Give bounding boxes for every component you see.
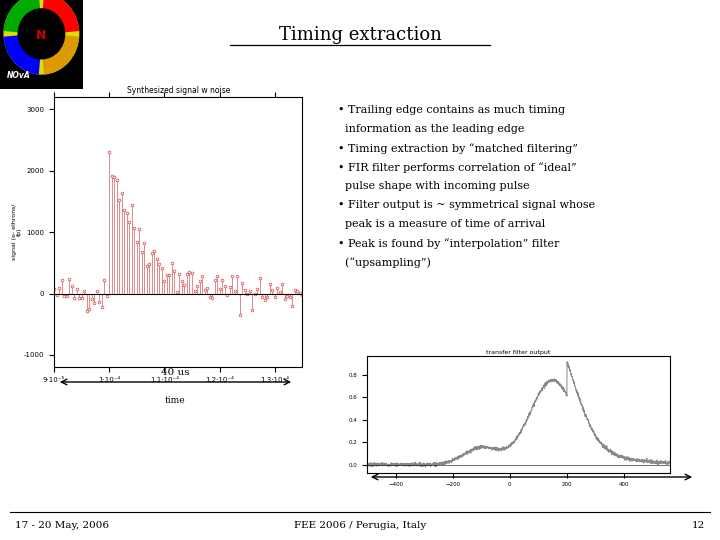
Text: peak is a measure of time of arrival: peak is a measure of time of arrival — [338, 219, 545, 229]
Wedge shape — [4, 0, 42, 34]
Text: N: N — [36, 29, 47, 42]
Text: pulse shape with incoming pulse: pulse shape with incoming pulse — [338, 181, 530, 191]
Text: (“upsampling”): (“upsampling”) — [338, 257, 431, 268]
Y-axis label: signal (e- elhrons/
fp): signal (e- elhrons/ fp) — [12, 204, 22, 260]
Title: transfer filter output: transfer filter output — [486, 349, 551, 355]
Wedge shape — [4, 34, 42, 74]
Text: 17 - 20 May, 2006: 17 - 20 May, 2006 — [15, 522, 109, 530]
Text: • Peak is found by “interpolation” filter: • Peak is found by “interpolation” filte… — [338, 238, 559, 249]
Text: FEE 2006 / Perugia, Italy: FEE 2006 / Perugia, Italy — [294, 522, 426, 530]
Text: • FIR filter performs correlation of “ideal”: • FIR filter performs correlation of “id… — [338, 162, 577, 173]
Text: • Timing extraction by “matched filtering”: • Timing extraction by “matched filterin… — [338, 143, 578, 154]
Text: 40 us: 40 us — [161, 368, 190, 377]
Text: 12: 12 — [692, 522, 705, 530]
Wedge shape — [42, 34, 78, 74]
Circle shape — [18, 9, 65, 59]
Text: • Trailing edge contains as much timing: • Trailing edge contains as much timing — [338, 105, 565, 115]
Title: Synthesized signal w noise: Synthesized signal w noise — [127, 86, 230, 95]
Text: information as the leading edge: information as the leading edge — [338, 124, 524, 134]
Circle shape — [4, 0, 78, 74]
Text: 100 us: 100 us — [514, 463, 549, 472]
Text: time: time — [165, 396, 186, 405]
Text: • Filter output is ~ symmetrical signal whose: • Filter output is ~ symmetrical signal … — [338, 200, 595, 210]
Text: ΝOvA: ΝOvA — [6, 71, 30, 80]
Wedge shape — [42, 0, 78, 34]
Text: Timing extraction: Timing extraction — [279, 26, 441, 44]
